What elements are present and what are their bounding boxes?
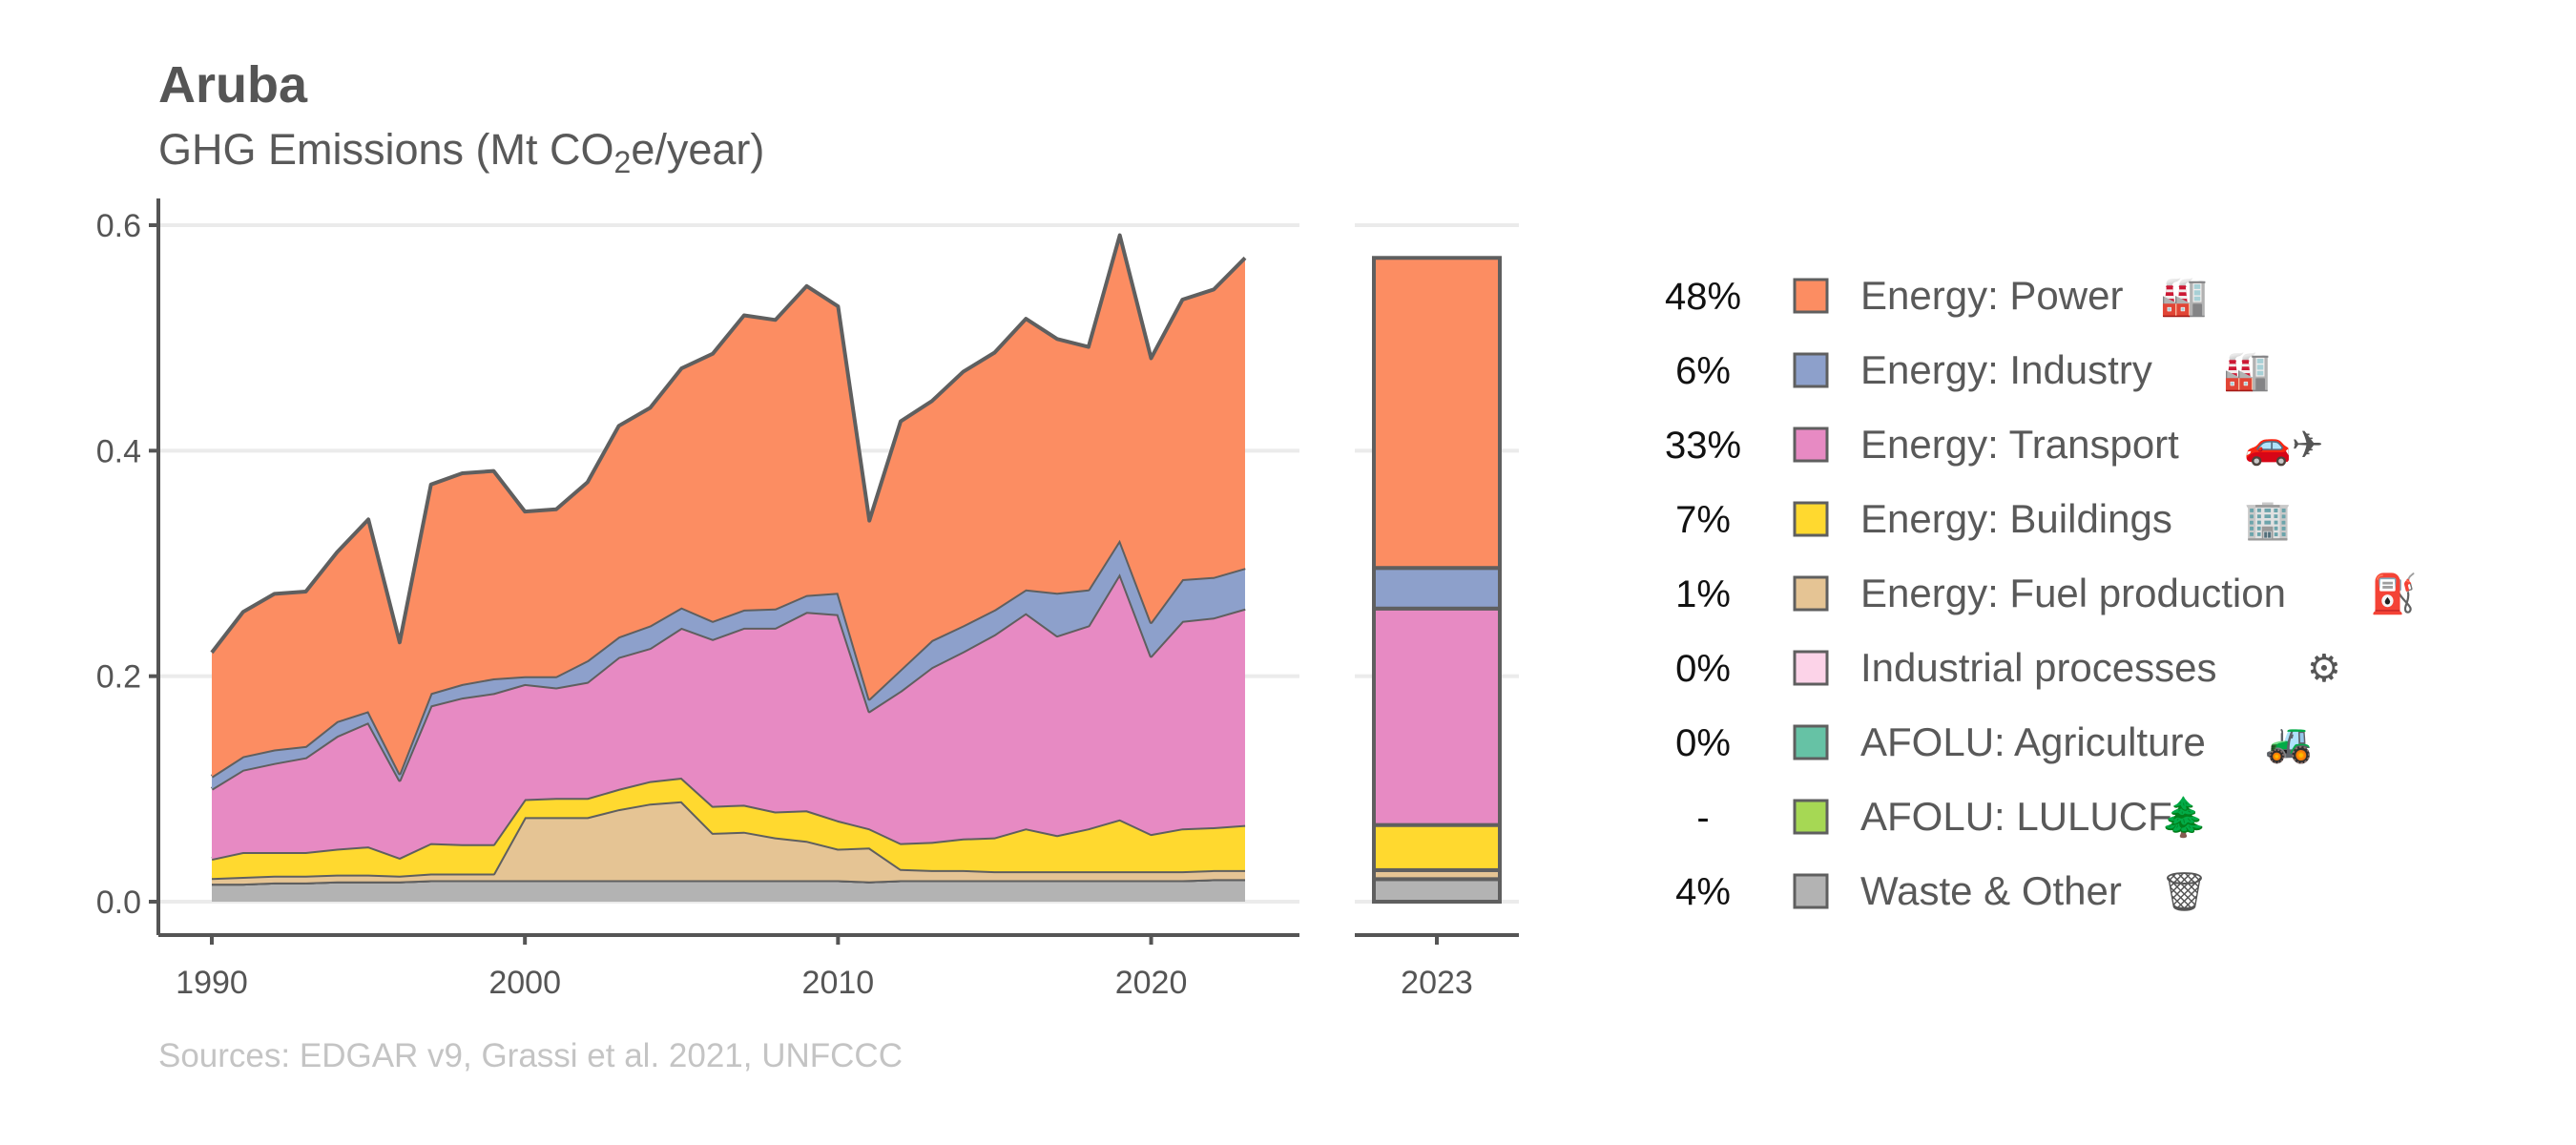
legend-item: 4% Waste & Other 🗑 [1675, 868, 2209, 913]
axes: 0.0 0.2 0.4 0.6 1990 2000 2010 2020 2023 [96, 198, 1519, 1001]
buildings-icon: 🏢 [2244, 499, 2292, 541]
legend-item: 7% Energy: Buildings 🏢 [1675, 496, 2292, 541]
legend-percent: 6% [1675, 350, 1731, 392]
legend-item: 1% Energy: Fuel production ⛽ [1675, 571, 2418, 615]
y-tick-label: 0.4 [96, 433, 141, 469]
bar-segment-energy-industry [1372, 566, 1502, 611]
legend-percent: 48% [1665, 276, 1741, 318]
legend-label: Industrial processes [1860, 645, 2217, 690]
legend-percent: 0% [1675, 648, 1731, 690]
y-tick-label: 0.6 [96, 208, 141, 244]
legend-swatch [1793, 799, 1829, 835]
legend-item: 48% Energy: Power 🏭 [1665, 273, 2208, 318]
legend-label: Energy: Buildings [1860, 496, 2172, 541]
legend-percent: 4% [1675, 871, 1731, 913]
legend-label: AFOLU: LULUCF [1860, 794, 2172, 839]
y-tick-label: 0.2 [96, 659, 141, 696]
legend-item: - AFOLU: LULUCF🌲 [1696, 794, 2207, 839]
cement-mixer-icon: ⚙ [2307, 648, 2341, 690]
chart-subtitle: GHG Emissions (Mt CO2e/year) [158, 125, 764, 179]
oil-rig-icon: ⛽ [2370, 572, 2418, 615]
legend-item: 6% Energy: Industry 🏭 [1675, 347, 2271, 392]
legend-percent: - [1696, 797, 1709, 839]
legend-label: Energy: Transport [1860, 422, 2179, 467]
legend-label: Waste & Other [1860, 868, 2122, 913]
stacked-areas [210, 233, 1247, 902]
area-boundary [210, 233, 1247, 655]
legend-percent: 1% [1675, 573, 1731, 615]
power-plant-icon: 🏭 [2160, 276, 2208, 318]
bar-year-label: 2023 [1401, 965, 1473, 1001]
car-plane-icon: 🚗✈ [2244, 425, 2323, 467]
bar-segment-energy-buildings [1372, 822, 1502, 872]
legend-swatch [1793, 278, 1829, 314]
source-note: Sources: EDGAR v9, Grassi et al. 2021, U… [158, 1037, 903, 1074]
legend-item: 33% Energy: Transport 🚗✈ [1665, 422, 2323, 467]
legend-swatch [1793, 724, 1829, 760]
bar-segment-energy-power [1372, 256, 1502, 571]
x-tick-label: 2010 [802, 965, 875, 1001]
trash-icon: 🗑 [2160, 871, 2209, 913]
legend-swatch [1793, 873, 1829, 909]
bar-segment-waste-other [1372, 877, 1502, 904]
legend-swatch [1793, 501, 1829, 537]
area-energy-power [212, 235, 1245, 777]
legend-swatch [1793, 352, 1829, 388]
legend: 48% Energy: Power 🏭6% Energy: Industry 🏭33% E… [1665, 273, 2418, 913]
legend-swatch [1793, 575, 1829, 612]
bar-segment-energy-transport [1372, 606, 1502, 827]
legend-percent: 0% [1675, 722, 1731, 764]
x-tick-label: 2020 [1115, 965, 1188, 1001]
area-energy-buildings [212, 778, 1245, 879]
x-tick-label: 1990 [176, 965, 248, 1001]
legend-item: 0% AFOLU: Agriculture 🚜 [1675, 719, 2313, 764]
legend-item: 0% Industrial processes ⚙ [1675, 645, 2341, 690]
y-tick-label: 0.0 [96, 885, 141, 921]
area-energy-fuel-production [212, 801, 1245, 885]
legend-label: Energy: Fuel production [1860, 571, 2286, 615]
chart-title: Aruba [158, 56, 308, 114]
legend-label: Energy: Power [1860, 273, 2123, 318]
factory-icon: 🏭 [2223, 350, 2271, 392]
legend-label: AFOLU: Agriculture [1860, 719, 2206, 764]
legend-label: Energy: Industry [1860, 347, 2152, 392]
legend-percent: 7% [1675, 499, 1731, 541]
legend-percent: 33% [1665, 425, 1741, 467]
trees-icon: 🌲 [2160, 795, 2208, 839]
legend-swatch [1793, 650, 1829, 686]
legend-swatch [1793, 427, 1829, 463]
tractor-icon: 🚜 [2265, 722, 2313, 764]
x-tick-label: 2000 [488, 965, 561, 1001]
stacked-bar-2023 [1372, 256, 1502, 904]
area-waste-other [212, 879, 1245, 902]
area-energy-transport [212, 573, 1245, 860]
